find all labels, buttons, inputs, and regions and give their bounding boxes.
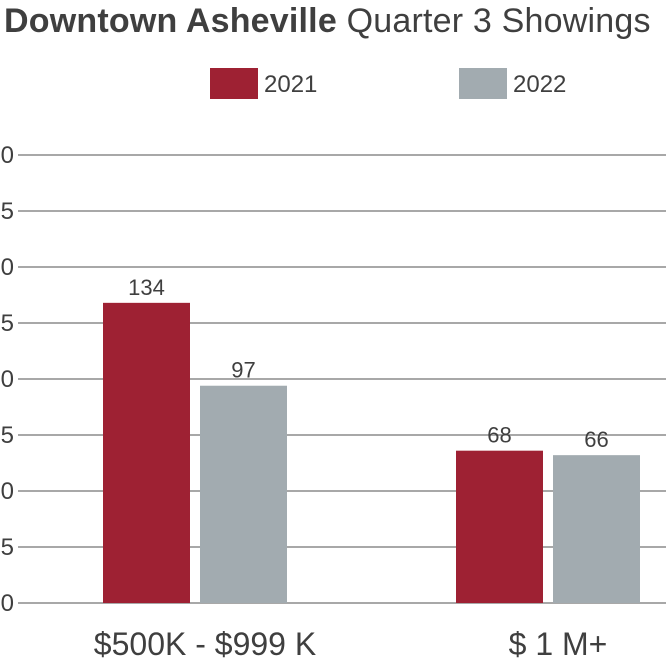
chart-title: Downtown Asheville Quarter 3 Showings [4, 2, 651, 41]
legend-swatch-2021 [210, 68, 258, 99]
y-tick-label: 75 [0, 422, 14, 449]
category-labels: $500K - $999 K $ 1 M+ [94, 626, 608, 662]
bar-2022 [553, 455, 640, 603]
data-label: 68 [487, 423, 511, 448]
category-label: $500K - $999 K [94, 626, 316, 662]
data-labels: 134 97 68 66 [128, 275, 609, 452]
bar-2022 [200, 385, 287, 603]
chart-title-rest: Quarter 3 Showings [336, 2, 651, 40]
legend: 2021 2022 [210, 68, 566, 99]
legend-label: 2022 [513, 71, 566, 98]
data-label: 134 [128, 275, 165, 300]
bar-2021 [103, 302, 190, 603]
y-tick-label: 200 [0, 142, 14, 169]
data-label: 66 [584, 427, 608, 452]
y-tick-label: 50 [0, 478, 14, 505]
y-tick-label: 175 [0, 198, 14, 225]
legend-label: 2021 [264, 71, 317, 98]
category-label: $ 1 M+ [509, 626, 608, 662]
y-axis-ticks: 0 25 50 75 100 125 150 175 200 [0, 142, 14, 617]
bars [103, 302, 640, 603]
y-tick-label: 0 [1, 590, 14, 617]
y-tick-label: 25 [0, 534, 14, 561]
bar-2021 [456, 450, 543, 603]
data-label: 97 [231, 358, 255, 383]
y-tick-label: 150 [0, 254, 14, 281]
legend-swatch-2022 [459, 68, 507, 99]
chart-title-bold: Downtown Asheville [4, 2, 337, 40]
y-tick-label: 125 [0, 310, 14, 337]
y-tick-label: 100 [0, 366, 14, 393]
